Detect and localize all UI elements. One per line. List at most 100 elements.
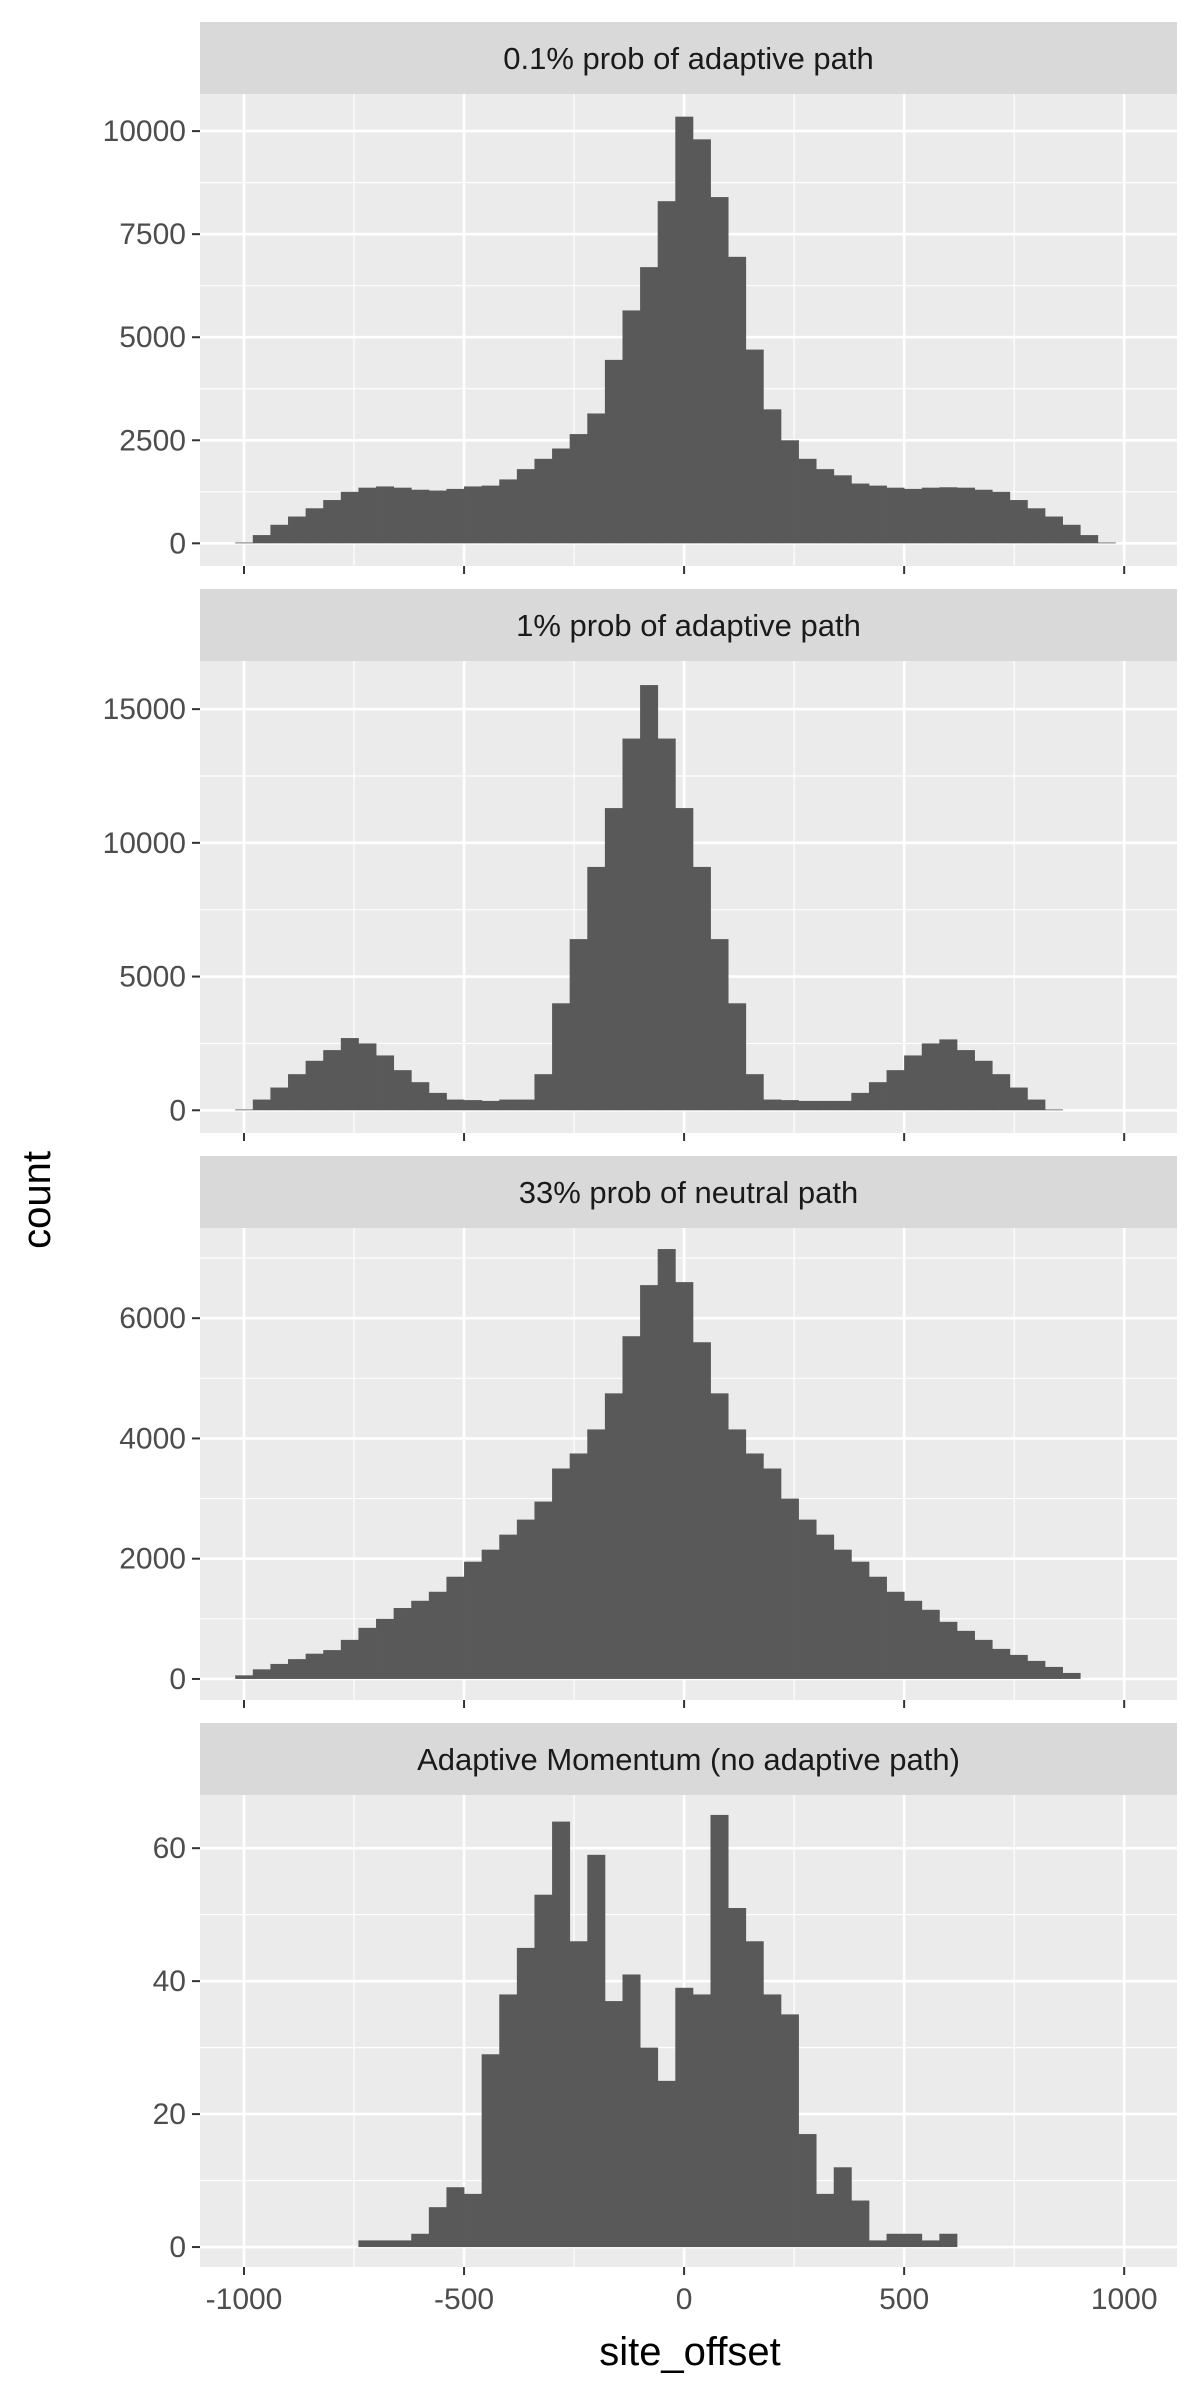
histogram-bar [376,486,395,544]
histogram-bar [604,359,623,544]
histogram-bar [499,1099,518,1111]
histogram-bar [1009,1087,1028,1111]
histogram-bar [798,1100,817,1111]
histogram-bar [675,1282,694,1679]
histogram-bar [886,1070,905,1111]
histogram-bar [552,1821,571,2248]
histogram-bar [1027,1660,1046,1679]
histogram-bar [763,1468,782,1679]
histogram-bar [728,1908,747,2248]
histogram-bar [446,1576,465,1679]
histogram-bar [340,491,359,544]
histogram-bar [428,1591,447,1679]
histogram-bar [956,1630,975,1679]
histogram-bar [376,1618,395,1679]
histogram-bar [904,488,923,544]
histogram-bar [763,409,782,544]
histogram-bar [851,1561,870,1679]
histogram-bar [640,1285,659,1679]
histogram-bar [499,1994,518,2248]
histogram-bar [481,485,500,544]
histogram-bar [939,2233,958,2248]
histogram-bar [288,516,307,544]
histogram-bar [481,1549,500,1679]
histogram-bar [816,1534,835,1679]
histogram-bar [780,2014,799,2248]
facet-strip [200,22,1177,94]
histogram-bar [1097,542,1116,544]
histogram-bar [657,2080,676,2248]
histogram-bar [1044,1109,1063,1111]
histogram-bar [446,2187,465,2248]
histogram-bar [569,434,588,544]
y-tick-label: 4000 [119,1422,186,1455]
histogram-bar [393,2240,412,2248]
histogram-bar [692,1342,711,1679]
histogram-bar [1062,1672,1081,1679]
histogram-bar [569,1453,588,1679]
histogram-bar [587,1854,606,2248]
facet-panel-2: 1% prob of adaptive path 0 5000 10000 15000 [103,589,1177,1141]
histogram-bar [569,1941,588,2248]
histogram-bar [886,1591,905,1679]
histogram-bar [1027,508,1046,544]
histogram-bar [358,2240,377,2248]
histogram-bar [640,2047,659,2248]
histogram-bar [974,489,993,544]
histogram-bar [974,1639,993,1679]
histogram-bar [675,1987,694,2248]
histogram-bar [323,1650,342,1679]
histogram-bar [992,1074,1011,1111]
histogram-bar [710,1814,729,2248]
histogram-bar [552,448,571,544]
histogram-bar [428,1092,447,1111]
histogram-bar [657,1249,676,1679]
histogram-bar [1044,516,1063,544]
x-tick-label: 0 [676,2283,693,2316]
facet-strip-label: 1% prob of adaptive path [516,608,861,643]
histogram-bar [833,475,852,544]
histogram-bar [499,479,518,544]
histogram-bar [552,1468,571,1679]
histogram-bar [868,2240,887,2248]
histogram-bar [481,2054,500,2248]
histogram-bar [657,738,676,1111]
histogram-bar [956,487,975,544]
histogram-bar [358,1627,377,1679]
histogram-bar [622,310,641,544]
y-tick-label: 0 [169,1094,186,1127]
histogram-bar [340,1038,359,1111]
facet-panel-3: 33% prob of neutral path 0 2000 4000 6000 [119,1156,1177,1708]
histogram-bar [992,491,1011,544]
y-tick-label: 60 [153,1832,186,1865]
histogram-bar [833,1549,852,1679]
histogram-bar [921,1609,940,1679]
histogram-bar [464,1561,483,1679]
y-tick-label: 20 [153,2098,186,2131]
facet-strip-label: 33% prob of neutral path [519,1175,859,1210]
histogram-bar [376,2240,395,2248]
histogram-bar [358,1043,377,1111]
histogram-bar [270,1087,289,1111]
y-tick-label: 10000 [103,115,186,148]
histogram-bar [358,487,377,544]
histogram-bar [305,508,324,544]
histogram-bar [851,1092,870,1111]
histogram-bar [516,1947,535,2248]
histogram-bar [798,2134,817,2248]
histogram-bar [305,1653,324,1679]
histogram-bar [288,1659,307,1679]
histogram-bar [692,866,711,1111]
x-axis-title: site_offset [599,2330,781,2374]
histogram-bar [516,1519,535,1679]
histogram-bar [886,2233,905,2248]
histogram-bar [640,267,659,544]
histogram-bar [340,1639,359,1679]
histogram-bar [640,685,659,1111]
facet-panel-4: Adaptive Momentum (no adaptive path) 0 20 4… [153,1723,1177,2316]
histogram-bar [446,1099,465,1111]
histogram-bar [851,483,870,544]
y-tick-label: 0 [169,527,186,560]
histogram-bar [1009,500,1028,544]
histogram-bar [323,500,342,544]
